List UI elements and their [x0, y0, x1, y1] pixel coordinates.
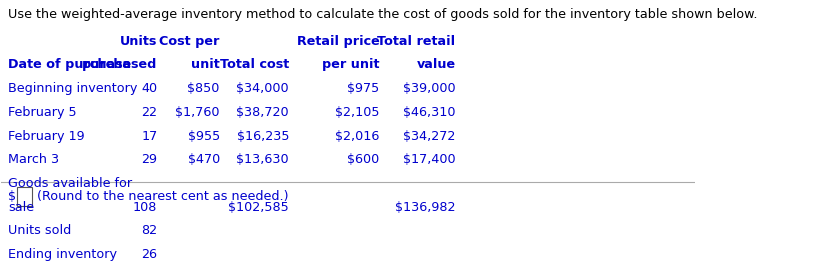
Text: February 19: February 19	[8, 130, 85, 143]
Text: $955: $955	[187, 130, 220, 143]
Text: $39,000: $39,000	[403, 82, 456, 95]
Text: $102,585: $102,585	[228, 201, 289, 214]
FancyBboxPatch shape	[16, 187, 32, 206]
Text: Goods available for: Goods available for	[8, 177, 133, 190]
Text: 26: 26	[142, 248, 157, 261]
Text: Use the weighted-average inventory method to calculate the cost of goods sold fo: Use the weighted-average inventory metho…	[8, 8, 757, 21]
Text: per unit: per unit	[321, 58, 380, 71]
Text: Ending inventory: Ending inventory	[8, 248, 117, 261]
Text: 17: 17	[142, 130, 157, 143]
Text: Total retail: Total retail	[377, 35, 456, 48]
Text: purchased: purchased	[82, 58, 157, 71]
Text: Total cost: Total cost	[220, 58, 289, 71]
Text: $46,310: $46,310	[403, 106, 456, 119]
Text: $975: $975	[347, 82, 380, 95]
Text: Retail price: Retail price	[296, 35, 380, 48]
Text: 22: 22	[142, 106, 157, 119]
Text: Date of purchase: Date of purchase	[8, 58, 132, 71]
Text: March 3: March 3	[8, 153, 60, 166]
Text: Cost per: Cost per	[160, 35, 220, 48]
Text: 29: 29	[142, 153, 157, 166]
Text: (Round to the nearest cent as needed.): (Round to the nearest cent as needed.)	[38, 190, 289, 203]
Text: sale: sale	[8, 201, 34, 214]
Text: Units sold: Units sold	[8, 224, 71, 238]
Text: $1,760: $1,760	[175, 106, 220, 119]
Text: $850: $850	[187, 82, 220, 95]
Text: $16,235: $16,235	[236, 130, 289, 143]
Text: $38,720: $38,720	[236, 106, 289, 119]
Text: Units: Units	[120, 35, 157, 48]
Text: value: value	[416, 58, 456, 71]
Text: February 5: February 5	[8, 106, 77, 119]
Text: 108: 108	[133, 201, 157, 214]
Text: $600: $600	[347, 153, 380, 166]
Text: $: $	[8, 190, 16, 203]
Text: Beginning inventory: Beginning inventory	[8, 82, 137, 95]
Text: $2,016: $2,016	[335, 130, 380, 143]
Text: unit: unit	[191, 58, 220, 71]
Text: $34,272: $34,272	[403, 130, 456, 143]
Text: $136,982: $136,982	[395, 201, 456, 214]
Text: $2,105: $2,105	[335, 106, 380, 119]
Text: 82: 82	[142, 224, 157, 238]
Text: $34,000: $34,000	[236, 82, 289, 95]
Text: $13,630: $13,630	[236, 153, 289, 166]
Text: $17,400: $17,400	[403, 153, 456, 166]
Text: $470: $470	[187, 153, 220, 166]
Text: 40: 40	[142, 82, 157, 95]
